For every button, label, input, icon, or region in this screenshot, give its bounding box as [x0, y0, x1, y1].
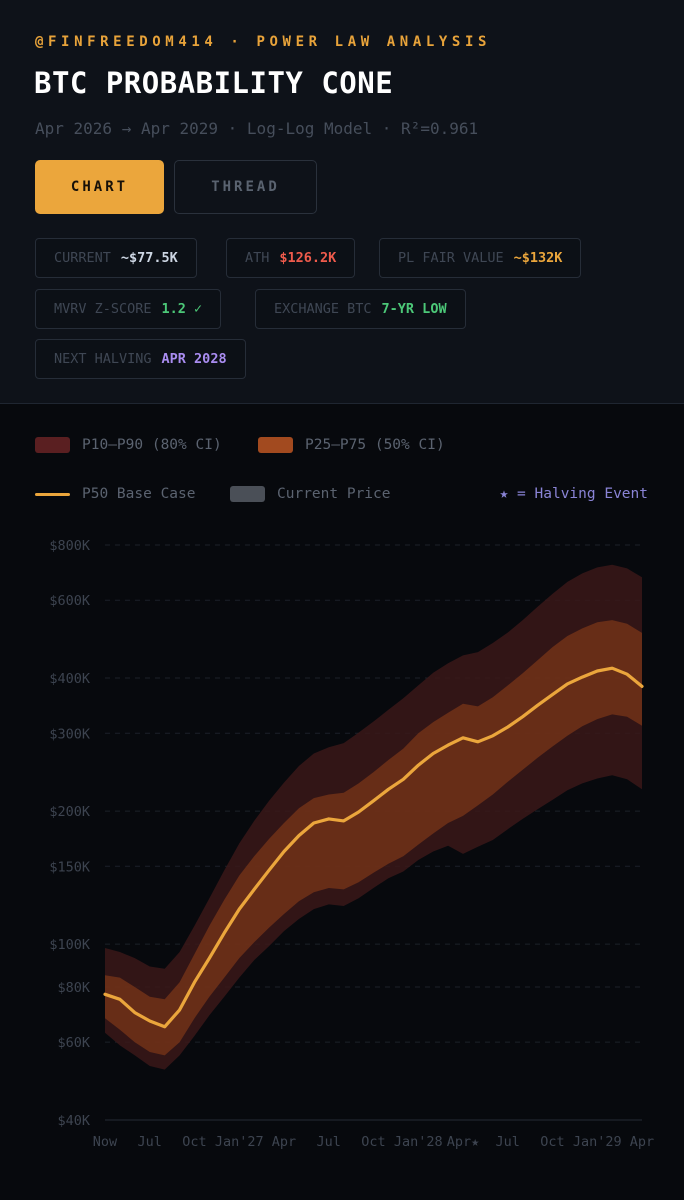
chip-key: ATH [245, 250, 270, 266]
band-layer [105, 564, 642, 1070]
y-tick-label: $600K [49, 593, 91, 609]
legend-current: Current Price [230, 486, 391, 502]
y-tick-label: $150K [49, 859, 91, 875]
chip-key: MVRV Z-SCORE [54, 301, 152, 317]
x-tick-label: Now [93, 1134, 118, 1150]
legend-label-band50: P25–P75 (50% CI) [305, 437, 445, 453]
band-p25-p75 [105, 620, 642, 1056]
chip-value: 7-YR LOW [381, 301, 447, 317]
chip-value: ~$77.5K [120, 250, 178, 266]
chip-current-price: CURRENT ~$77.5K [35, 238, 197, 278]
page-subtitle: Apr 2026 → Apr 2029 · Log-Log Model · R²… [35, 119, 479, 138]
line-layer [103, 666, 644, 1029]
y-tick-label: $800K [49, 538, 91, 554]
y-tick-label: $60K [57, 1035, 90, 1051]
chip-key: NEXT HALVING [54, 351, 152, 367]
chip-key: CURRENT [54, 250, 111, 266]
x-tick-label: Apr [630, 1134, 654, 1150]
chip-value: 1.2 ✓ [161, 301, 203, 317]
chip-fair-value: PL FAIR VALUE ~$132K [379, 238, 582, 278]
chip-ath: ATH $126.2K [226, 238, 356, 278]
legend-swatch-p50 [35, 492, 70, 496]
y-tick-label: $100K [49, 937, 91, 953]
chip-mvrv: MVRV Z-SCORE 1.2 ✓ [35, 289, 222, 329]
x-tick-label: Apr [272, 1134, 296, 1150]
legend-label-p50: P50 Base Case [82, 486, 196, 502]
tab-thread[interactable]: THREAD [174, 160, 317, 214]
legend-label-current: Current Price [277, 486, 391, 502]
chip-exchange-btc: EXCHANGE BTC 7-YR LOW [255, 289, 466, 329]
y-tick-label: $40K [57, 1113, 90, 1129]
probability-cone-chart: $40K $60K $80K $100K $150K $200K $300K $400K $60… [49, 538, 654, 1150]
x-tick-label: Jan'29 [573, 1134, 622, 1150]
grid-layer [105, 544, 642, 1121]
chip-value: ~$132K [513, 250, 563, 266]
axis-layer: $40K $60K $80K $100K $150K $200K $300K $400K $60… [49, 538, 654, 1150]
legend-band50: P25–P75 (50% CI) [258, 437, 445, 453]
legend-swatch-band50 [258, 437, 293, 453]
y-tick-label: $400K [49, 671, 91, 687]
x-tick-label: Oct [361, 1134, 385, 1150]
chip-value: $126.2K [279, 250, 337, 266]
x-tick-label: Oct [182, 1134, 206, 1150]
x-tick-label: Jan'27 [215, 1134, 264, 1150]
x-tick-label: Apr★ [447, 1134, 480, 1150]
legend-swatch-band80 [35, 437, 70, 453]
header-panel: @FINFREEDOM414 · POWER LAW ANALYSIS BTC … [0, 0, 684, 404]
chip-key: EXCHANGE BTC [274, 301, 372, 317]
p50-base-case-line [103, 666, 644, 1029]
x-tick-label: Oct [540, 1134, 564, 1150]
y-tick-label: $80K [57, 980, 90, 996]
y-tick-label: $300K [49, 726, 91, 742]
legend-p50: P50 Base Case [35, 486, 196, 502]
legend-label-band80: P10–P90 (80% CI) [82, 437, 222, 453]
legend-band80: P10–P90 (80% CI) [35, 437, 222, 453]
chip-key: PL FAIR VALUE [398, 250, 504, 266]
x-tick-label: Jan'28 [394, 1134, 443, 1150]
legend-swatch-current [230, 486, 265, 502]
page-title: BTC PROBABILITY CONE [34, 66, 394, 100]
eyebrow-text: @FINFREEDOM414 · POWER LAW ANALYSIS [35, 34, 492, 50]
tab-chart[interactable]: CHART [35, 160, 164, 214]
legend-halving-note: ★ = Halving Event [499, 486, 648, 502]
x-tick-label: Jul [496, 1134, 520, 1150]
x-tick-label: Jul [138, 1134, 162, 1150]
chip-next-halving: NEXT HALVING APR 2028 [35, 339, 246, 379]
x-tick-label: Jul [317, 1134, 341, 1150]
y-tick-label: $200K [49, 804, 91, 820]
chip-value: APR 2028 [161, 351, 227, 367]
